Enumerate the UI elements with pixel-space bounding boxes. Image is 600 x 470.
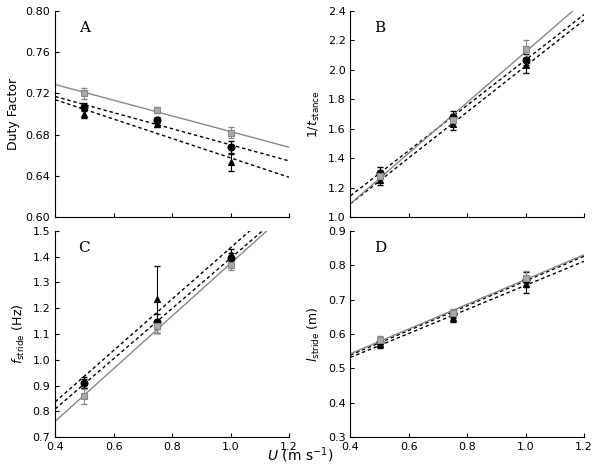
- Y-axis label: $f_\mathrm{stride}\ \mathrm{(Hz)}$: $f_\mathrm{stride}\ \mathrm{(Hz)}$: [11, 304, 27, 364]
- Text: C: C: [79, 241, 90, 255]
- Text: $U\ \mathrm{(m\ s^{-1})}$: $U\ \mathrm{(m\ s^{-1})}$: [267, 446, 333, 465]
- Y-axis label: Duty Factor: Duty Factor: [7, 78, 20, 150]
- Y-axis label: $1/t_\mathrm{stance}$: $1/t_\mathrm{stance}$: [307, 90, 322, 138]
- Text: D: D: [374, 241, 386, 255]
- Text: B: B: [374, 21, 385, 35]
- Y-axis label: $l_\mathrm{stride}\ \mathrm{(m)}$: $l_\mathrm{stride}\ \mathrm{(m)}$: [306, 306, 322, 362]
- Text: A: A: [79, 21, 89, 35]
